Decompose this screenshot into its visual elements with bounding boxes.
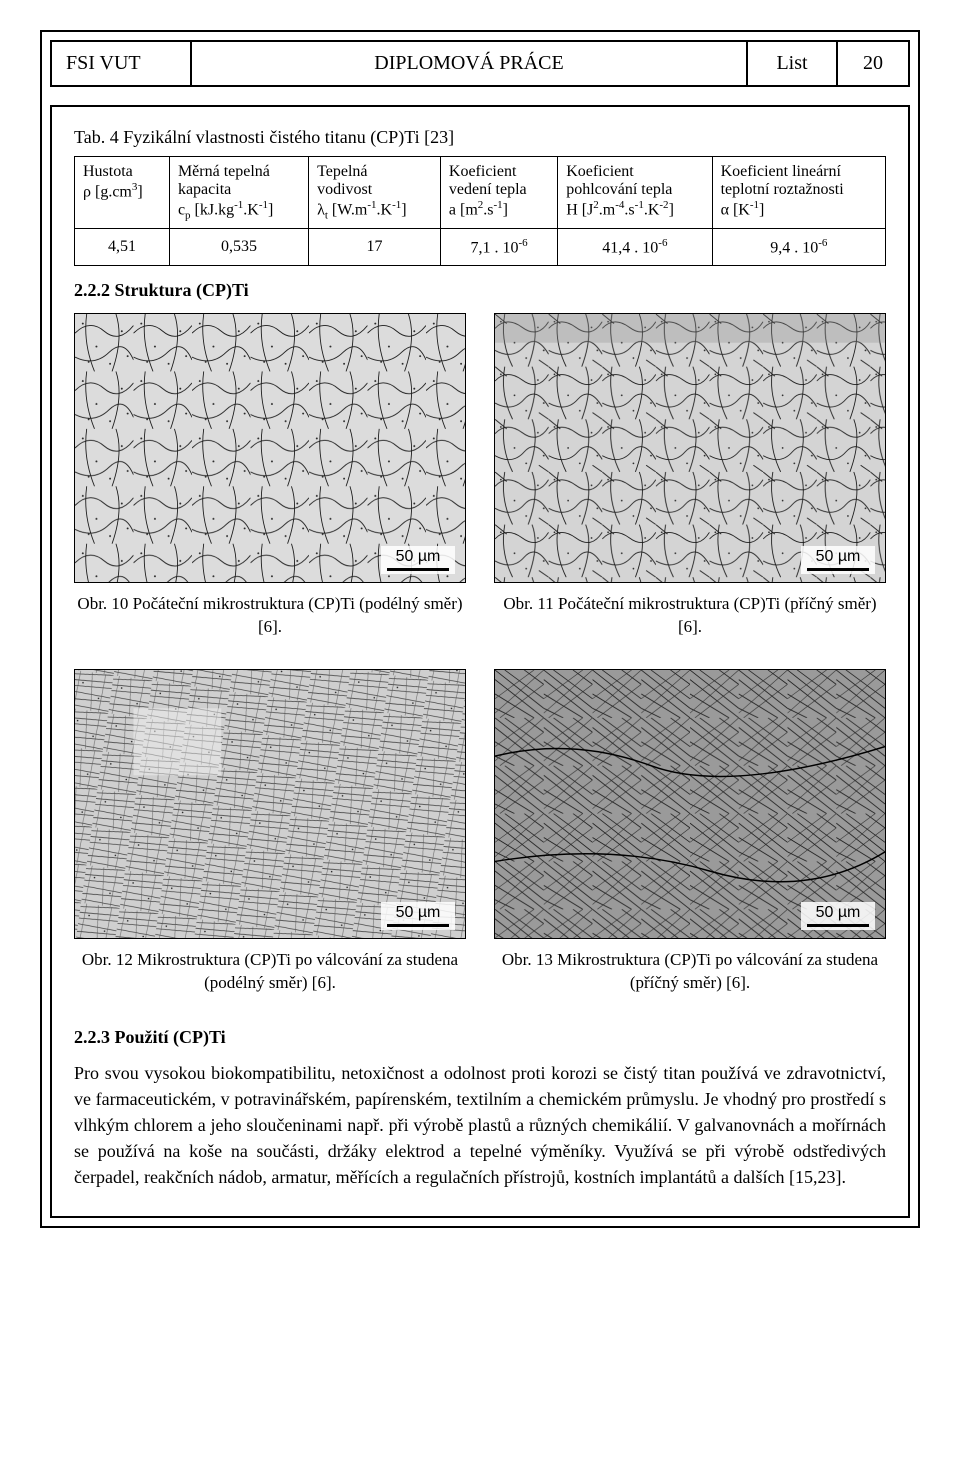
table-cell: 9,4 . 10-6	[712, 228, 885, 265]
micrograph-image: 50 µm	[74, 669, 466, 939]
scale-bar: 50 µm	[801, 902, 875, 930]
col-head-density: Hustota ρ [g.cm3]	[75, 157, 170, 229]
figure-caption: Obr. 13 Mikrostruktura (CP)Ti po válcová…	[494, 949, 886, 995]
table-caption: Tab. 4 Fyzikální vlastnosti čistého tita…	[74, 127, 886, 148]
scale-bar: 50 µm	[381, 902, 455, 930]
micrograph-image: 50 µm	[494, 313, 886, 583]
section-heading-use: 2.2.3 Použití (CP)Ti	[74, 1027, 886, 1048]
figure-row: 50 µm Obr. 10 Počáteční mikrostruktura (…	[74, 313, 886, 661]
scale-bar: 50 µm	[381, 546, 455, 574]
header-title: DIPLOMOVÁ PRÁCE	[192, 42, 748, 85]
table-cell: 4,51	[75, 228, 170, 265]
scale-bar: 50 µm	[801, 546, 875, 574]
figure-caption: Obr. 10 Počáteční mikrostruktura (CP)Ti …	[74, 593, 466, 639]
header-institution: FSI VUT	[52, 42, 192, 85]
table-cell: 7,1 . 10-6	[440, 228, 557, 265]
header-page-number: 20	[838, 42, 908, 85]
section-heading-structure: 2.2.2 Struktura (CP)Ti	[74, 280, 886, 301]
table-cell: 41,4 . 10-6	[558, 228, 712, 265]
body-paragraph: Pro svou vysokou biokompatibilitu, netox…	[74, 1060, 886, 1190]
header-list-label: List	[748, 42, 838, 85]
page-content: Tab. 4 Fyzikální vlastnosti čistého tita…	[50, 105, 910, 1218]
table-header-row: Hustota ρ [g.cm3] Měrná tepelná kapacita…	[75, 157, 886, 229]
col-head-heat-capacity: Měrná tepelná kapacita cp [kJ.kg-1.K-1]	[169, 157, 308, 229]
properties-table: Hustota ρ [g.cm3] Měrná tepelná kapacita…	[74, 156, 886, 266]
figure-12: 50 µm Obr. 12 Mikrostruktura (CP)Ti po v…	[74, 669, 466, 1017]
table-cell: 0,535	[169, 228, 308, 265]
table-cell: 17	[309, 228, 441, 265]
page-header: FSI VUT DIPLOMOVÁ PRÁCE List 20	[50, 40, 910, 87]
figure-13: 50 µm Obr. 13 Mikrostruktura (CP)Ti po v…	[494, 669, 886, 1017]
micrograph-image: 50 µm	[494, 669, 886, 939]
figure-caption: Obr. 12 Mikrostruktura (CP)Ti po válcová…	[74, 949, 466, 995]
col-head-expansion: Koeficient lineární teplotní roztažnosti…	[712, 157, 885, 229]
micrograph-image: 50 µm	[74, 313, 466, 583]
page-outer-frame: FSI VUT DIPLOMOVÁ PRÁCE List 20 Tab. 4 F…	[40, 30, 920, 1228]
figure-10: 50 µm Obr. 10 Počáteční mikrostruktura (…	[74, 313, 466, 661]
col-head-thermal-cond: Tepelná vodivost λt [W.m-1.K-1]	[309, 157, 441, 229]
col-head-conduction: Koeficient vedení tepla a [m2.s-1]	[440, 157, 557, 229]
figure-11: 50 µm Obr. 11 Počáteční mikrostruktura (…	[494, 313, 886, 661]
figure-caption: Obr. 11 Počáteční mikrostruktura (CP)Ti …	[494, 593, 886, 639]
table-data-row: 4,51 0,535 17 7,1 . 10-6 41,4 . 10-6 9,4…	[75, 228, 886, 265]
col-head-absorption: Koeficient pohlcování tepla H [J2.m-4.s-…	[558, 157, 712, 229]
figure-row: 50 µm Obr. 12 Mikrostruktura (CP)Ti po v…	[74, 669, 886, 1017]
